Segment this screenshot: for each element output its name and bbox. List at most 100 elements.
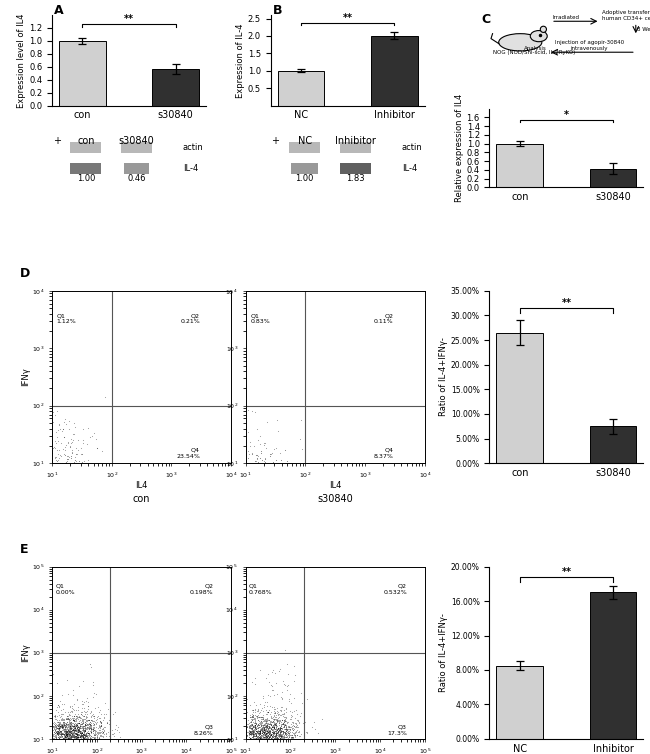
Point xyxy=(250,727,260,739)
Point xyxy=(60,501,71,513)
Point xyxy=(270,719,280,731)
Point xyxy=(270,488,281,500)
Point xyxy=(249,468,259,480)
Point xyxy=(251,718,261,730)
Point xyxy=(250,725,260,737)
Point xyxy=(273,739,283,751)
Point xyxy=(61,717,72,729)
Point xyxy=(279,737,289,749)
Point xyxy=(79,736,90,748)
Point xyxy=(65,722,75,734)
Point xyxy=(264,731,274,743)
Point xyxy=(56,494,66,506)
Point xyxy=(242,480,252,492)
Point xyxy=(62,718,73,730)
Point xyxy=(58,495,69,507)
Point xyxy=(280,724,291,736)
Point xyxy=(248,461,259,473)
Point xyxy=(259,469,270,481)
Point xyxy=(247,714,257,726)
Point xyxy=(250,507,260,519)
Point xyxy=(307,721,318,733)
Point xyxy=(88,676,98,688)
Point xyxy=(278,718,288,730)
Point xyxy=(62,712,73,724)
Point xyxy=(60,480,70,492)
Point xyxy=(227,467,238,479)
Point xyxy=(264,734,274,746)
Point xyxy=(48,485,58,497)
Point xyxy=(277,715,287,727)
Point xyxy=(263,729,273,741)
Point xyxy=(250,474,261,486)
Point xyxy=(53,731,64,743)
Point xyxy=(51,703,62,716)
Point xyxy=(281,734,291,746)
Point xyxy=(66,733,76,745)
Point xyxy=(74,737,85,749)
Point xyxy=(250,737,261,749)
Point xyxy=(78,737,88,749)
Point xyxy=(263,746,274,754)
Point xyxy=(270,742,281,754)
Point xyxy=(30,428,40,440)
Point xyxy=(277,740,287,752)
Point xyxy=(40,486,50,498)
Point xyxy=(255,472,265,484)
Point xyxy=(31,489,42,501)
Point xyxy=(267,724,278,736)
Point xyxy=(47,720,58,732)
Point xyxy=(254,492,264,504)
Point xyxy=(46,474,56,486)
Point xyxy=(62,728,72,740)
Point xyxy=(262,719,272,731)
Point xyxy=(239,494,250,506)
Point xyxy=(62,485,72,497)
Point xyxy=(45,740,55,752)
Point xyxy=(253,477,263,489)
Point xyxy=(253,737,263,749)
Point xyxy=(49,719,60,731)
Point xyxy=(68,712,78,724)
Point xyxy=(79,725,90,737)
Point xyxy=(62,481,73,493)
Point xyxy=(256,477,266,489)
Point xyxy=(14,458,25,470)
Point xyxy=(285,706,295,718)
Point xyxy=(229,737,240,749)
Point xyxy=(259,723,269,735)
Point xyxy=(257,465,268,477)
Point xyxy=(256,482,266,494)
Point xyxy=(70,740,81,752)
Point xyxy=(62,724,73,736)
Point xyxy=(63,731,73,743)
Point xyxy=(68,474,79,486)
Point xyxy=(68,724,79,736)
Point xyxy=(66,734,77,746)
Point xyxy=(73,732,83,744)
Point xyxy=(78,717,88,729)
Point xyxy=(81,747,92,754)
Point xyxy=(64,492,75,504)
Point xyxy=(274,495,284,507)
Point xyxy=(49,482,59,494)
Point xyxy=(84,469,94,481)
Point xyxy=(71,749,81,754)
Point xyxy=(55,477,66,489)
Point xyxy=(77,448,87,460)
Point xyxy=(46,483,56,495)
Point xyxy=(241,480,252,492)
Point xyxy=(72,495,82,507)
Point xyxy=(83,738,93,750)
Point xyxy=(84,718,95,730)
Point xyxy=(252,719,263,731)
Point xyxy=(263,736,273,748)
Point xyxy=(73,735,84,747)
Point xyxy=(82,712,92,724)
Point xyxy=(239,716,249,728)
Point xyxy=(80,719,90,731)
Point xyxy=(260,713,270,725)
Point xyxy=(280,488,290,500)
Text: D: D xyxy=(20,267,30,280)
Point xyxy=(247,504,257,516)
